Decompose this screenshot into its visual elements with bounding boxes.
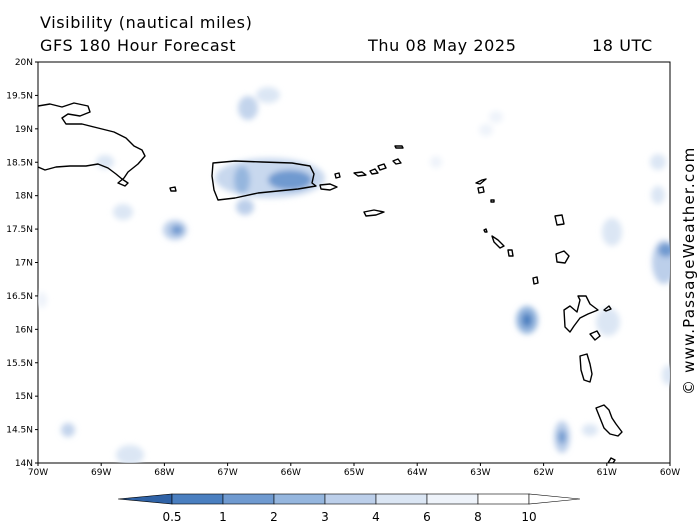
la-desirade — [603, 305, 612, 312]
colorbar-label: 6 — [423, 510, 431, 524]
tortola — [377, 163, 387, 171]
st-kitts — [491, 235, 505, 249]
martinique — [595, 404, 623, 437]
lon-label: 67W — [217, 468, 237, 478]
lat-label: 17N — [15, 259, 33, 269]
colorbar-segment — [426, 493, 479, 505]
forecast-date: Thu 08 May 2025 — [368, 36, 517, 55]
mona-island — [169, 186, 177, 192]
lat-label: 17.5N — [6, 225, 33, 235]
lat-label: 15.5N — [6, 359, 33, 369]
st-john — [369, 168, 379, 175]
colorbar-label: 2 — [270, 510, 278, 524]
st-croix — [363, 209, 385, 217]
map-frame — [37, 61, 671, 464]
lon-label: 68W — [154, 468, 174, 478]
nevis — [507, 249, 514, 257]
latitude-ticks: 20N 19.5N 19N 18.5N 18N 17.5N 17N 16.5N 16N 15.5N… — [6, 58, 38, 469]
st-thomas — [353, 171, 367, 177]
lat-label: 16.5N — [6, 292, 33, 302]
colorbar: 0.5 1 2 3 4 6 8 10 — [117, 493, 581, 524]
lon-label: 70W — [28, 468, 48, 478]
dominica — [579, 353, 593, 383]
colorbar-segment — [273, 493, 326, 505]
lat-label: 16N — [15, 325, 33, 335]
colorbar-label: 0.5 — [162, 510, 181, 524]
colorbar-segment — [375, 493, 428, 505]
colorbar-low-arrow — [117, 493, 173, 505]
colorbar-segment — [477, 493, 530, 505]
saba — [483, 228, 488, 233]
puerto-rico-coast — [211, 160, 317, 201]
anegada — [394, 145, 404, 149]
culebra — [334, 172, 341, 179]
st-martin — [477, 186, 485, 194]
colorbar-label: 10 — [521, 510, 536, 524]
lat-label: 20N — [15, 58, 33, 68]
lon-label: 66W — [281, 468, 301, 478]
hispaniola-coast — [38, 102, 146, 187]
lon-label: 60W — [660, 468, 680, 478]
virgin-gorda — [392, 158, 402, 165]
lat-label: 19.5N — [6, 91, 33, 101]
colorbar-label: 3 — [321, 510, 329, 524]
colorbar-high-arrow — [528, 493, 581, 505]
antigua — [555, 250, 570, 264]
lat-label: 19N — [15, 125, 33, 135]
coastlines — [38, 102, 623, 463]
lon-label: 69W — [91, 468, 111, 478]
lon-label: 61W — [597, 468, 617, 478]
colorbar-segment — [324, 493, 377, 505]
map-title: Visibility (nautical miles) — [40, 13, 253, 32]
lon-label: 65W — [344, 468, 364, 478]
lat-label: 14N — [15, 459, 33, 469]
colorbar-label: 1 — [219, 510, 227, 524]
anguilla — [475, 178, 487, 185]
lon-label: 63W — [470, 468, 490, 478]
lat-label: 18.5N — [6, 158, 33, 168]
forecast-time: 18 UTC — [592, 36, 653, 55]
st-lucia — [607, 457, 616, 463]
lat-label: 15N — [15, 392, 33, 402]
guadeloupe — [563, 295, 599, 333]
lon-label: 62W — [533, 468, 553, 478]
vieques — [319, 183, 338, 191]
lat-label: 14.5N — [6, 426, 33, 436]
lat-label: 18N — [15, 192, 33, 202]
lon-label: 64W — [407, 468, 427, 478]
barbuda — [554, 214, 565, 226]
marie-galante — [589, 330, 601, 341]
colorbar-segment — [222, 493, 275, 505]
st-barts — [490, 199, 495, 203]
colorbar-segment — [171, 493, 224, 505]
colorbar-label: 8 — [474, 510, 482, 524]
colorbar-label: 4 — [372, 510, 380, 524]
forecast-subtitle: GFS 180 Hour Forecast — [40, 36, 237, 55]
longitude-ticks: 70W 69W 68W 67W 66W 65W 64W 63W 62W 61W 60W — [28, 463, 680, 478]
montserrat — [532, 276, 539, 285]
